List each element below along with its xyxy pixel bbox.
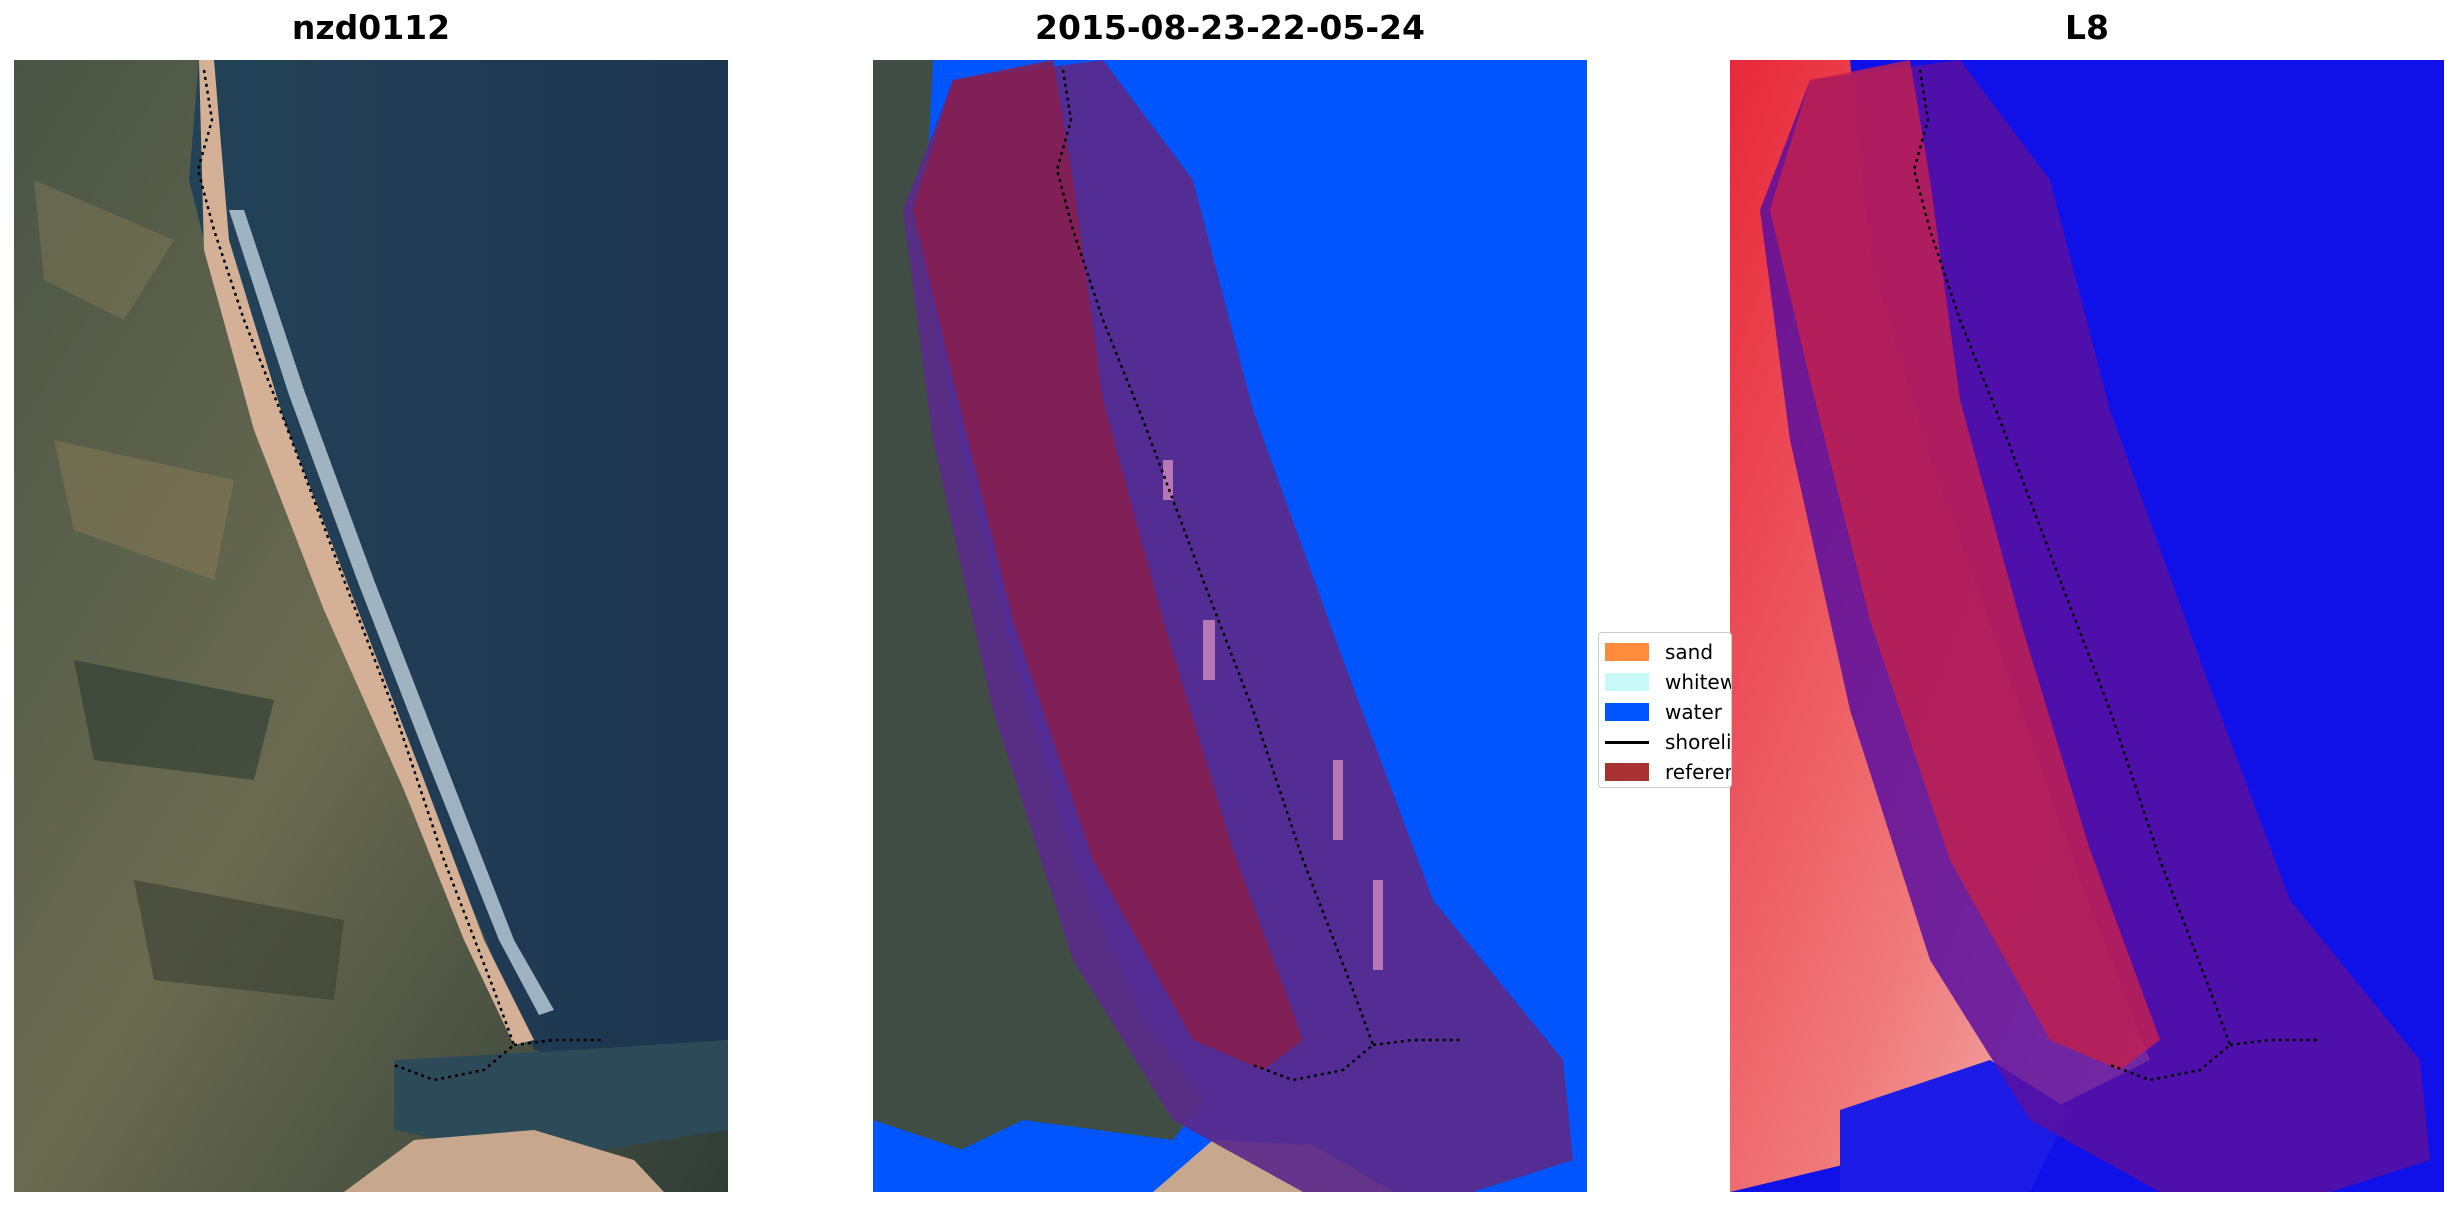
legend-label: shoreline [1665, 730, 1732, 754]
classification-panel [873, 60, 1587, 1192]
legend-swatch-water [1605, 703, 1649, 721]
legend-item-shoreline: shoreline [1605, 727, 1732, 757]
index-image [1730, 60, 2444, 1192]
panel-title-rgb: nzd0112 [291, 8, 451, 47]
classification-image [873, 60, 1587, 1192]
legend-item-sand: sand [1605, 637, 1713, 667]
rgb-image [14, 60, 728, 1192]
legend-line-shoreline [1605, 740, 1649, 744]
legend-item-water: water [1605, 697, 1722, 727]
rgb-image-panel [14, 60, 728, 1192]
legend-item-reference: reference shoreline buffer [1605, 757, 1731, 787]
legend-label: sand [1665, 640, 1714, 664]
legend-swatch-reference [1605, 763, 1649, 781]
legend-label: reference shoreline buffer [1665, 760, 1731, 784]
legend-swatch-sand [1605, 643, 1649, 661]
legend-label: water [1665, 700, 1722, 724]
legend-swatch-whitewater [1605, 673, 1649, 691]
index-panel [1730, 60, 2444, 1192]
panel-title-index: L8 [2065, 8, 2109, 47]
panel-title-classification: 2015-08-23-22-05-24 [1035, 8, 1425, 47]
